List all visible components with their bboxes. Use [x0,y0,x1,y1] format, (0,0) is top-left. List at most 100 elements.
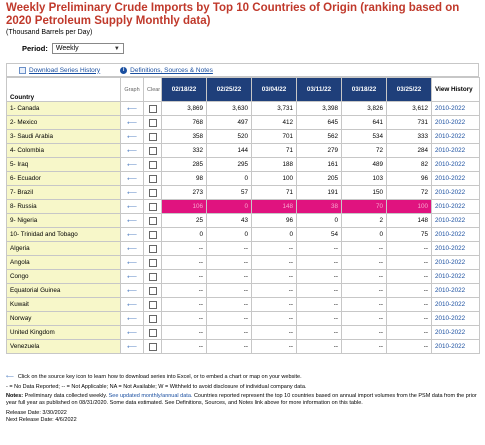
history-link[interactable]: 2010-2022 [431,185,480,200]
graph-arrow-icon[interactable]: ⟵ [126,329,138,337]
value-cell: -- [206,297,252,312]
header-clear[interactable]: Clear [143,77,162,102]
graph-cell[interactable]: ⟵ [120,143,144,158]
graph-cell[interactable]: ⟵ [120,157,144,172]
graph-arrow-icon[interactable]: ⟵ [126,259,138,267]
clear-cell[interactable] [143,115,162,130]
checkbox[interactable] [148,132,157,141]
graph-cell[interactable]: ⟵ [120,269,144,284]
checkbox[interactable] [148,258,157,267]
checkbox[interactable] [148,342,157,351]
graph-arrow-icon[interactable]: ⟵ [126,119,138,127]
graph-cell[interactable]: ⟵ [120,199,144,214]
checkbox[interactable] [148,272,157,281]
history-link[interactable]: 2010-2022 [431,297,480,312]
graph-arrow-icon[interactable]: ⟵ [126,147,138,155]
period-select[interactable]: Weekly ▼ [51,43,124,54]
checkbox[interactable] [148,188,157,197]
value-cell: 701 [251,129,297,144]
clear-cell[interactable] [143,311,162,326]
history-link[interactable]: 2010-2022 [431,269,480,284]
value-cell: 358 [161,129,207,144]
graph-cell[interactable]: ⟵ [120,101,144,116]
clear-cell[interactable] [143,283,162,298]
monthly-data-link[interactable]: See updated monthly/annual data. [108,393,193,399]
value-cell: -- [251,311,297,326]
clear-cell[interactable] [143,297,162,312]
checkbox[interactable] [148,160,157,169]
checkbox[interactable] [148,104,157,113]
graph-arrow-icon[interactable]: ⟵ [126,203,138,211]
graph-cell[interactable]: ⟵ [120,213,144,228]
history-link[interactable]: 2010-2022 [431,171,480,186]
clear-cell[interactable] [143,241,162,256]
graph-arrow-icon[interactable]: ⟵ [126,343,138,351]
history-link[interactable]: 2010-2022 [431,101,480,116]
checkbox[interactable] [148,230,157,239]
graph-arrow-icon[interactable]: ⟵ [126,133,138,141]
history-link[interactable]: 2010-2022 [431,283,480,298]
history-link[interactable]: 2010-2022 [431,199,480,214]
graph-arrow-icon[interactable]: ⟵ [126,105,138,113]
checkbox[interactable] [148,328,157,337]
clear-cell[interactable] [143,143,162,158]
checkbox[interactable] [148,146,157,155]
history-link[interactable]: 2010-2022 [431,325,480,340]
graph-arrow-icon[interactable]: ⟵ [126,175,138,183]
clear-cell[interactable] [143,185,162,200]
history-link[interactable]: 2010-2022 [431,339,480,354]
graph-cell[interactable]: ⟵ [120,241,144,256]
checkbox[interactable] [148,314,157,323]
graph-arrow-icon[interactable]: ⟵ [126,287,138,295]
graph-arrow-icon[interactable]: ⟵ [126,273,138,281]
clear-cell[interactable] [143,269,162,284]
clear-cell[interactable] [143,325,162,340]
checkbox[interactable] [148,300,157,309]
checkbox[interactable] [148,216,157,225]
graph-cell[interactable]: ⟵ [120,283,144,298]
graph-arrow-icon[interactable]: ⟵ [126,245,138,253]
history-link[interactable]: 2010-2022 [431,115,480,130]
download-series-link[interactable]: Download Series History [29,66,101,74]
clear-cell[interactable] [143,171,162,186]
graph-cell[interactable]: ⟵ [120,339,144,354]
history-link[interactable]: 2010-2022 [431,227,480,242]
definitions-link[interactable]: Definitions, Sources & Notes [130,66,213,74]
history-link[interactable]: 2010-2022 [431,129,480,144]
graph-cell[interactable]: ⟵ [120,185,144,200]
clear-cell[interactable] [143,213,162,228]
graph-cell[interactable]: ⟵ [120,115,144,130]
clear-cell[interactable] [143,129,162,144]
history-link[interactable]: 2010-2022 [431,255,480,270]
value-cell: 295 [206,157,252,172]
history-link[interactable]: 2010-2022 [431,241,480,256]
graph-arrow-icon[interactable]: ⟵ [126,217,138,225]
history-link[interactable]: 2010-2022 [431,311,480,326]
checkbox[interactable] [148,244,157,253]
graph-cell[interactable]: ⟵ [120,311,144,326]
checkbox[interactable] [148,202,157,211]
graph-cell[interactable]: ⟵ [120,129,144,144]
history-link[interactable]: 2010-2022 [431,143,480,158]
graph-arrow-icon[interactable]: ⟵ [126,189,138,197]
clear-cell[interactable] [143,227,162,242]
clear-cell[interactable] [143,255,162,270]
graph-arrow-icon[interactable]: ⟵ [126,231,138,239]
history-link[interactable]: 2010-2022 [431,213,480,228]
graph-arrow-icon[interactable]: ⟵ [126,315,138,323]
clear-cell[interactable] [143,101,162,116]
clear-cell[interactable] [143,199,162,214]
clear-cell[interactable] [143,339,162,354]
graph-cell[interactable]: ⟵ [120,227,144,242]
clear-cell[interactable] [143,157,162,172]
graph-arrow-icon[interactable]: ⟵ [126,161,138,169]
checkbox[interactable] [148,286,157,295]
checkbox[interactable] [148,118,157,127]
history-link[interactable]: 2010-2022 [431,157,480,172]
graph-arrow-icon[interactable]: ⟵ [126,301,138,309]
graph-cell[interactable]: ⟵ [120,325,144,340]
checkbox[interactable] [148,174,157,183]
graph-cell[interactable]: ⟵ [120,255,144,270]
graph-cell[interactable]: ⟵ [120,171,144,186]
graph-cell[interactable]: ⟵ [120,297,144,312]
